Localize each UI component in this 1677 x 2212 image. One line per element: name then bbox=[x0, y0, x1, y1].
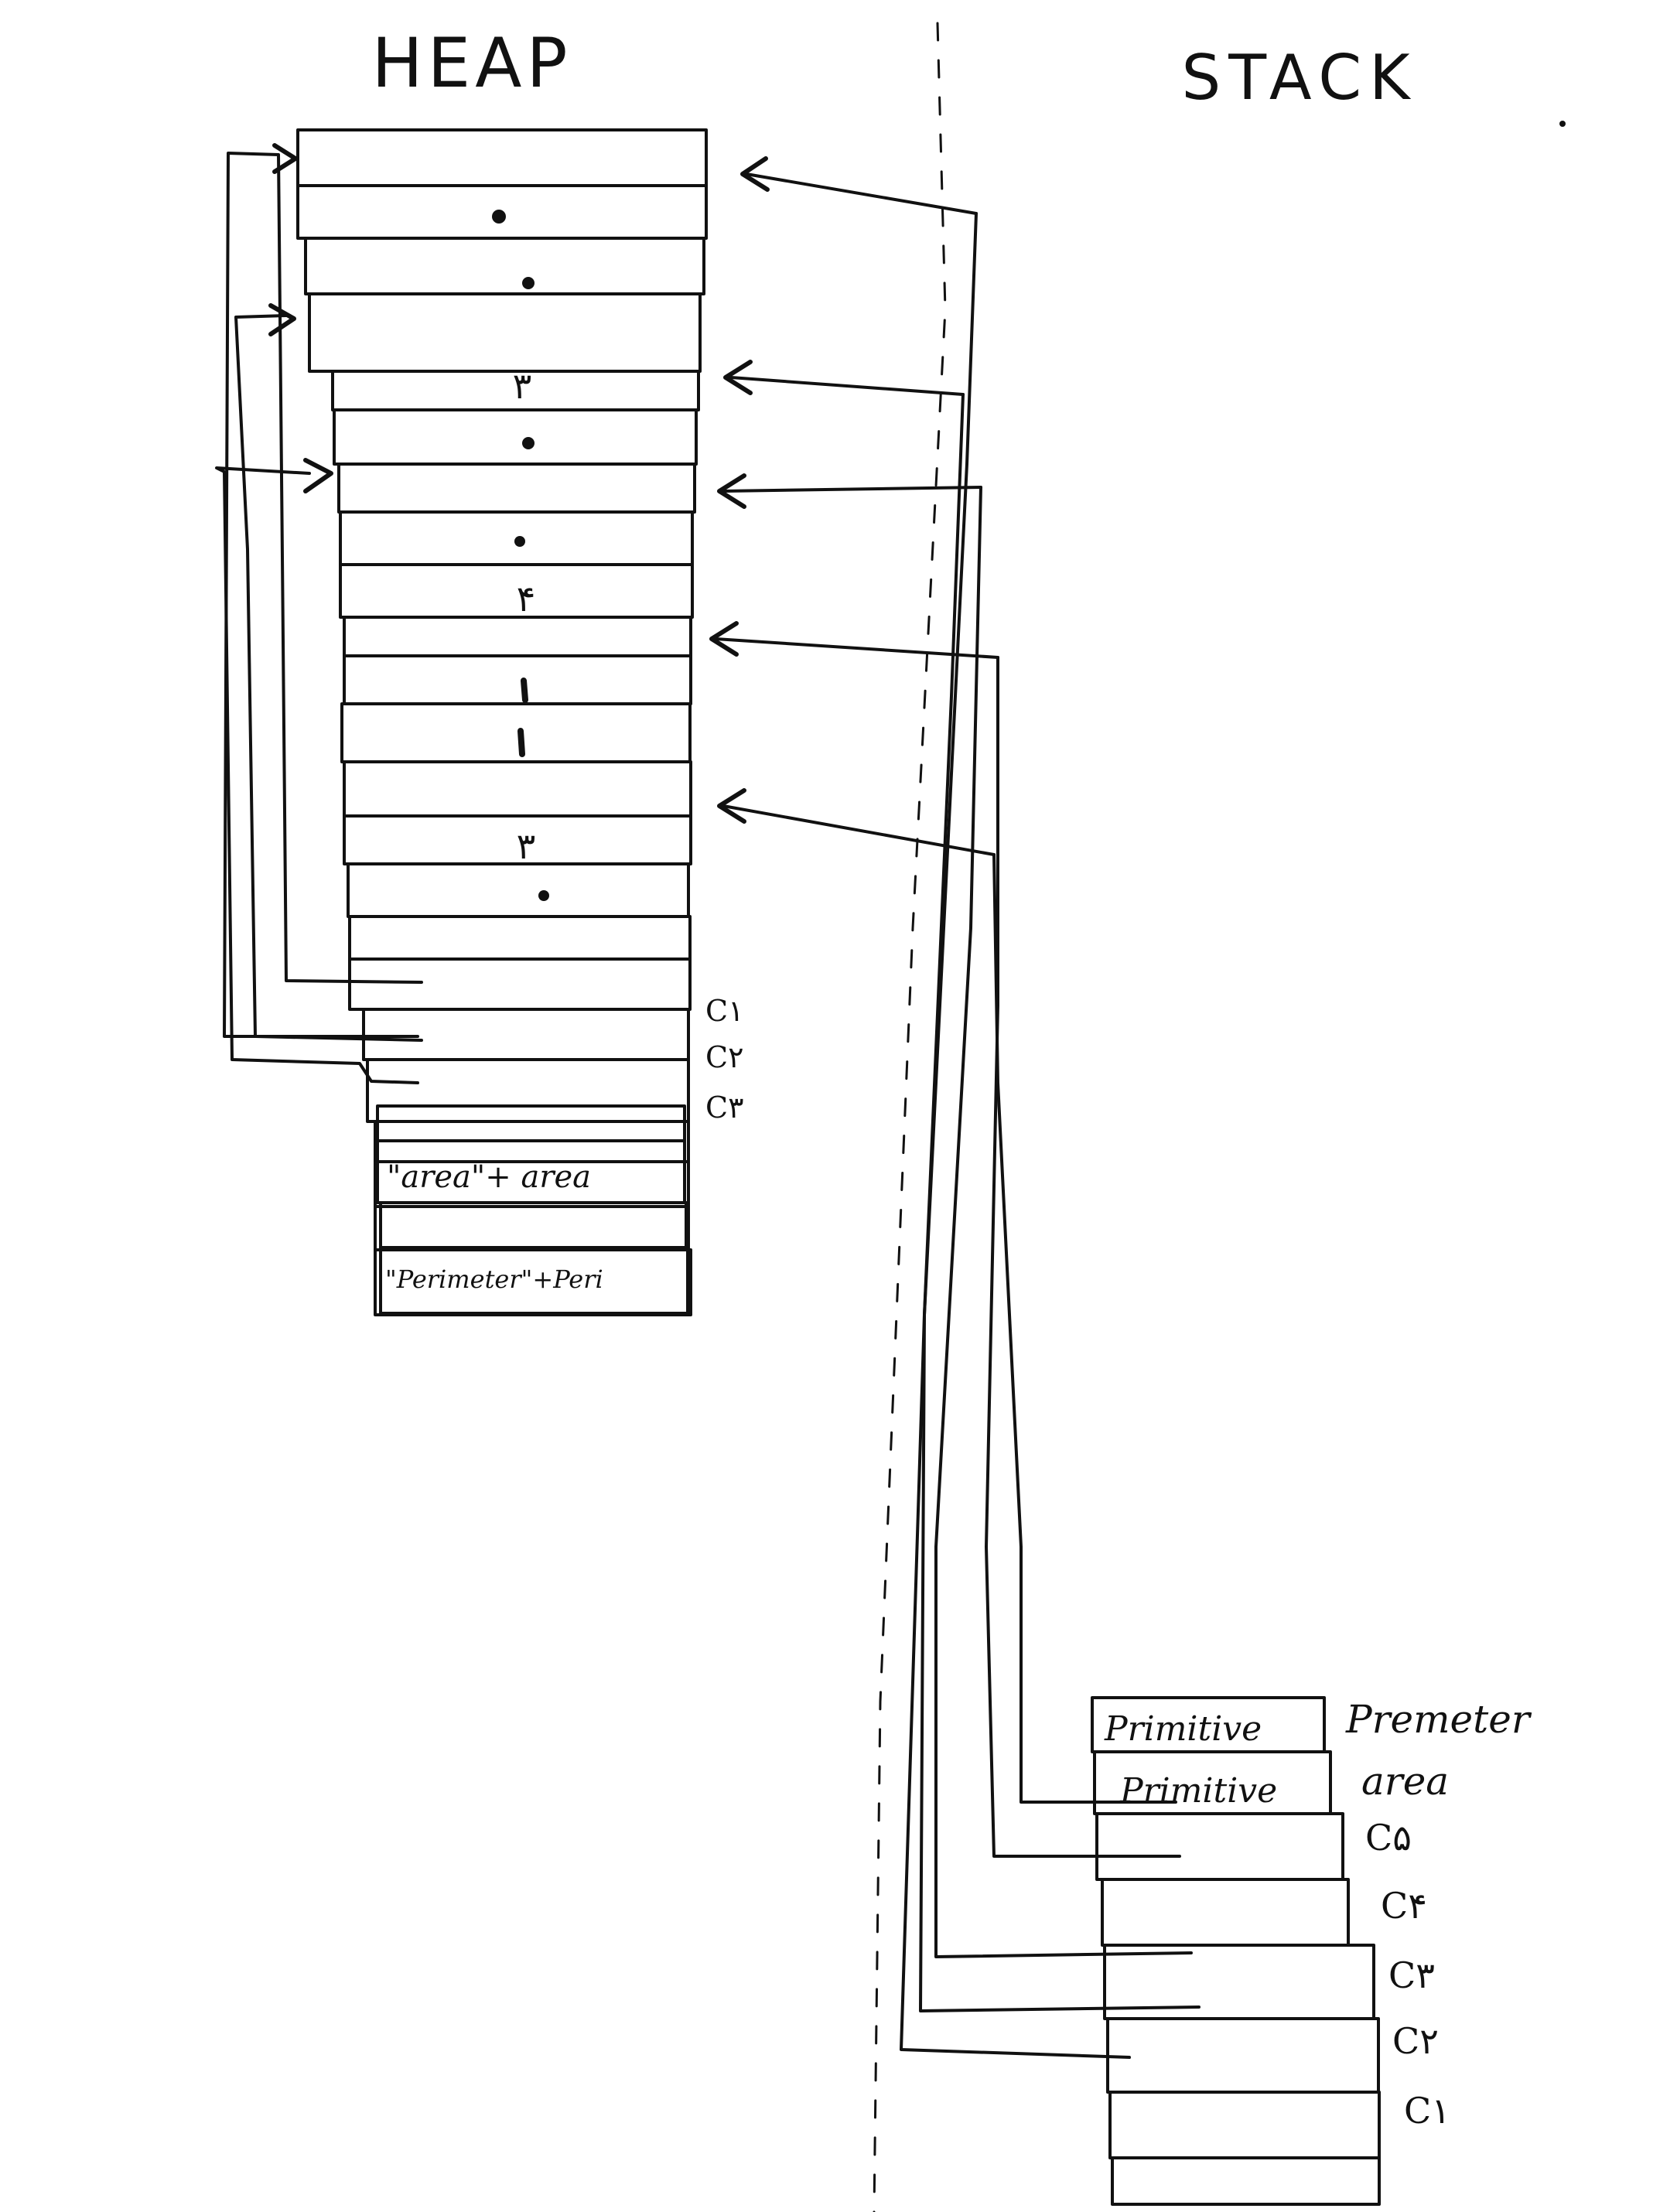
heap-mark-1: ۳ bbox=[513, 365, 532, 407]
stack-label-c5: C۵ bbox=[1365, 1817, 1412, 1859]
stack-heading: STACK bbox=[1181, 42, 1417, 114]
heap-string-perimeter: "Perimeter"+Peri bbox=[385, 1265, 603, 1294]
stack-label-c4: C۴ bbox=[1381, 1885, 1427, 1927]
stack-label-area: area bbox=[1361, 1759, 1449, 1804]
stack-label-premeter: Premeter bbox=[1345, 1697, 1532, 1742]
heap-string-area: "area"+ area bbox=[387, 1159, 591, 1195]
heap-column: ۳ ۴ ۳ C۱ C۲ C۳ "area"+ area "Perimeter"+… bbox=[215, 128, 744, 1316]
heap-mark-2: ۴ bbox=[517, 578, 536, 620]
heap-dash-1 bbox=[521, 678, 528, 703]
stack-cell-c4 bbox=[1101, 1878, 1350, 1947]
heap-label-c3: C۳ bbox=[705, 1091, 744, 1125]
heap-dash-2 bbox=[517, 728, 525, 757]
stack-to-heap-pointers bbox=[709, 156, 1201, 2059]
heap-object-rectangle-4 bbox=[340, 616, 692, 763]
stack-label-c2: C۲ bbox=[1392, 2020, 1439, 2062]
stack-column: Primitive Primitive Premeter area C۵ C۴ … bbox=[1091, 1696, 1532, 2206]
stray-dot bbox=[1559, 121, 1566, 127]
heap-pointer-c3 bbox=[215, 466, 419, 1084]
heap-string-perimeter-cell bbox=[379, 1246, 689, 1315]
stack-cell-c1 bbox=[1108, 2091, 1381, 2159]
heap-arrowhead-3 bbox=[303, 458, 333, 493]
heap-dot-2 bbox=[522, 277, 535, 289]
heap-pointer-c2 bbox=[234, 314, 423, 1042]
stack-cell-c5 bbox=[1095, 1812, 1344, 1881]
stack-label-c3: C۳ bbox=[1388, 1954, 1435, 1996]
heap-object-rectangle-2 bbox=[308, 292, 702, 466]
stack-entry-1-text: Primitive bbox=[1104, 1709, 1262, 1749]
heap-dot-4 bbox=[514, 536, 525, 547]
heap-dot-1 bbox=[492, 210, 506, 224]
heap-stack-divider bbox=[873, 22, 947, 2212]
stack-cell-c2 bbox=[1106, 2017, 1380, 2094]
heap-label-c2: C۲ bbox=[705, 1040, 744, 1074]
heap-string-hatch-1 bbox=[376, 1104, 686, 1142]
heap-dot-5 bbox=[538, 890, 549, 901]
heap-string-hatch-2 bbox=[379, 1201, 688, 1249]
heap-mark-3: ۳ bbox=[517, 825, 536, 867]
heap-label-c1: C۱ bbox=[705, 994, 744, 1028]
heap-object-circle bbox=[348, 915, 692, 1316]
stack-bottom-hatch bbox=[1111, 2156, 1381, 2206]
heap-pointer-c1 bbox=[223, 152, 423, 1038]
heap-arrowhead-1 bbox=[272, 143, 298, 174]
heap-heading: HEAP bbox=[371, 23, 572, 103]
stack-entry-2-text: Primitive bbox=[1119, 1771, 1277, 1811]
heap-dot-3 bbox=[522, 437, 535, 449]
heap-arrowhead-2 bbox=[268, 303, 296, 336]
stack-label-c1: C۱ bbox=[1404, 2090, 1450, 2132]
